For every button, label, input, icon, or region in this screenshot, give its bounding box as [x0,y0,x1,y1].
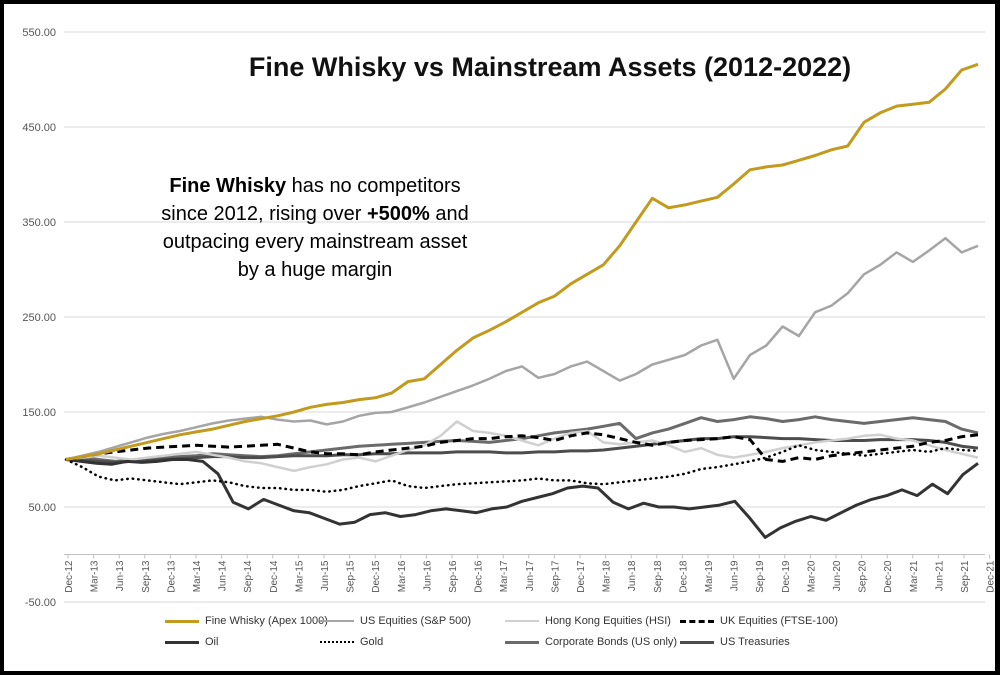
x-tick-label: Mar-18 [602,560,613,592]
x-tick-label: Dec-16 [474,560,485,593]
annotation-line-3: outpacing every mainstream asset [162,231,468,253]
x-tick-label: Sep-14 [243,560,254,593]
series-line-gold [64,444,980,494]
x-tick-label: Dec-19 [781,560,792,593]
y-tick-label: 150.00 [22,407,56,419]
x-tick-label: Mar-13 [90,560,101,592]
x-tick-label: Mar-14 [192,560,203,592]
x-tick-label: Sep-20 [858,560,869,593]
x-tick-label: Sep-13 [141,560,152,593]
x-tick-label: Jun-19 [730,560,741,591]
series-line-hong-kong-equities-hsi [65,420,979,473]
x-tick-label: Jun-20 [832,560,843,591]
annotation-text-2a: since 2012, rising over [161,203,367,225]
x-axis-ticks: Dec-12 Mar-13 Jun-13 Sep-13 Dec-13 Mar-14 Jun-… [64,554,997,593]
chart-annotation: Fine Whisky has no competitors since 201… [105,172,525,284]
series-line-us-equities-s-p-500 [65,236,979,461]
y-tick-label: -50.00 [25,597,56,609]
series-line-uk-equities-ftse-100 [65,431,979,463]
x-tick-label: Dec-15 [371,560,382,593]
x-tick-label: Dec-20 [883,560,894,593]
y-tick-label: 450.00 [22,122,56,134]
x-tick-label: Dec-14 [269,560,280,593]
series-line-oil [65,458,979,539]
annotation-text-1: has no competitors [286,175,461,197]
x-tick-label: Mar-19 [704,560,715,592]
x-tick-label: Dec-13 [166,560,177,593]
x-tick-label: Mar-20 [806,560,817,592]
x-tick-label: Jun-21 [934,560,945,591]
x-tick-label: Jun-16 [422,560,433,591]
chart-panel [4,4,995,671]
x-tick-label: Jun-13 [115,560,126,591]
x-tick-label: Sep-18 [653,560,664,593]
series-lines [64,62,980,539]
series-line-fine-whisky-apex-1000 [65,62,979,461]
annotation-line-1: Fine Whisky has no competitors [105,172,525,200]
chart-title: Fine Whisky vs Mainstream Assets (2012-2… [248,52,852,82]
x-tick-label: Sep-19 [755,560,766,593]
annotation-line-2: since 2012, rising over +500% and [105,200,525,228]
x-tick-label: Dec-17 [576,560,587,593]
x-tick-label: Jun-17 [525,560,536,591]
series-line-corporate-bonds-us-only [65,415,979,463]
x-tick-label: Dec-18 [678,560,689,593]
gridlines [64,31,985,603]
x-tick-label: Dec-12 [64,560,75,593]
x-tick-label: Dec-21 [986,560,997,593]
x-tick-label: Jun-14 [218,560,229,591]
x-tick-label: Jun-18 [627,560,638,591]
x-tick-label: Mar-17 [499,560,510,592]
x-tick-label: Mar-15 [294,560,305,592]
y-tick-label: 550.00 [22,27,56,39]
x-tick-label: Jun-15 [320,560,331,591]
annotation-text-2b: and [429,203,469,225]
x-tick-label: Mar-21 [909,560,920,592]
annotation-emphasis-percent: +500% [366,203,430,225]
x-tick-label: Sep-16 [448,560,459,593]
x-tick-label: Sep-17 [550,560,561,593]
y-tick-label: 50.00 [28,502,56,514]
x-tick-label: Sep-15 [346,560,357,593]
y-tick-label: 350.00 [22,217,56,229]
y-axis-ticks: -50.00 50.00 150.00 250.00 350.00 450.00 550.0… [22,27,56,609]
x-tick-label: Mar-16 [397,560,408,592]
y-tick-label: 250.00 [22,312,56,324]
x-tick-label: Sep-21 [960,560,971,593]
annotation-emphasis-whisky: Fine Whisky [169,175,287,197]
annotation-line-4: by a huge margin [237,259,393,281]
